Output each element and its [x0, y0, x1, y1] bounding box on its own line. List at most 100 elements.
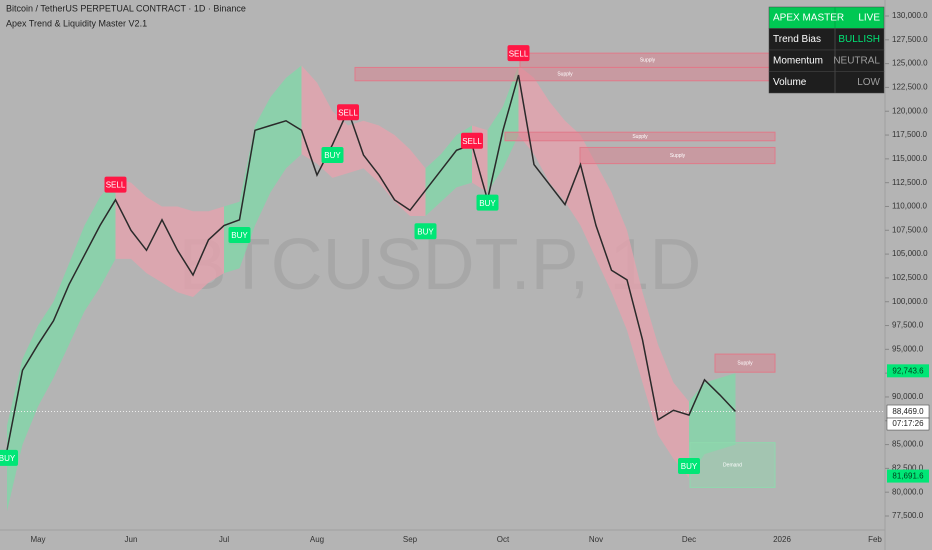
y-tick-label: 107,500.0: [892, 225, 928, 234]
liquidity-zone: [714, 353, 776, 373]
y-tick-label: 85,000.0: [892, 440, 924, 449]
panel-row: [768, 71, 885, 94]
trend-band: [534, 77, 550, 183]
signal-label: [414, 223, 437, 240]
trend-band: [379, 125, 395, 202]
panel-value: LIVE: [858, 13, 880, 24]
y-tick-label: 120,000.0: [892, 106, 928, 115]
y-tick-label: 77,500.0: [892, 511, 924, 520]
trend-band: [565, 120, 581, 226]
trend-band: [363, 120, 379, 183]
liquidity-zone: [689, 442, 776, 488]
trend-band: [410, 149, 426, 216]
trend-band: [208, 206, 224, 283]
signal-text: BUY: [231, 231, 248, 240]
trend-band: [425, 154, 441, 216]
trend-band: [487, 106, 503, 193]
y-tick-label: 80,000.0: [892, 487, 924, 496]
trend-band: [193, 211, 209, 297]
signal-label: [228, 227, 251, 244]
signal-label: [678, 458, 700, 474]
signal-text: SELL: [338, 108, 358, 117]
y-tick-label: 110,000.0: [892, 202, 928, 211]
y-tick-label: 102,500.0: [892, 273, 928, 282]
signal-text: BUY: [0, 454, 16, 463]
panel-value: NEUTRAL: [833, 56, 880, 67]
trend-band: [658, 344, 674, 459]
trend-band: [115, 177, 131, 259]
trend-band: [270, 77, 286, 193]
y-tick-label: 82,500.0: [892, 463, 924, 472]
trend-band: [286, 65, 302, 169]
zone-label: Supply: [737, 360, 753, 366]
panel-key: APEX MASTER: [773, 13, 844, 24]
zone-label: Supply: [640, 58, 656, 64]
panel-value: BULLISH: [838, 34, 880, 45]
trend-band: [627, 230, 643, 383]
signal-label: [476, 194, 499, 211]
countdown-box: [886, 417, 930, 431]
trend-band: [720, 373, 736, 450]
x-tick-label: May: [30, 535, 45, 544]
x-tick-label: Jul: [219, 535, 229, 544]
x-tick-label: Jun: [125, 535, 138, 544]
zone-label: Supply: [557, 71, 573, 77]
price-tag: [887, 469, 929, 483]
y-tick-label: 117,500.0: [892, 130, 928, 139]
trend-band: [131, 182, 147, 274]
trend-band: [348, 120, 364, 174]
signal-text: BUY: [479, 199, 496, 208]
trend-band: [611, 192, 627, 331]
y-tick-label: 105,000.0: [892, 249, 928, 258]
y-tick-label: 97,500.0: [892, 321, 924, 330]
trend-band: [441, 135, 457, 202]
y-tick-label: 122,500.0: [892, 83, 928, 92]
y-tick-label: 115,000.0: [892, 154, 928, 163]
indicator-name: Apex Trend & Liquidity Master V2.1: [6, 18, 147, 28]
zone-label: Supply: [670, 153, 686, 159]
trend-band: [673, 382, 689, 478]
signal-text: SELL: [106, 181, 126, 190]
signal-label: [461, 132, 483, 149]
y-tick-label: 95,000.0: [892, 344, 924, 353]
panel-key: Volume: [773, 77, 807, 88]
panel-key: Trend Bias: [773, 34, 821, 45]
x-tick-label: Feb: [868, 535, 882, 544]
price-tag-label: 81,691.6: [892, 472, 924, 481]
trend-band: [549, 101, 565, 202]
signal-text: SELL: [509, 49, 529, 58]
price-tag-label: 88,469.0: [892, 407, 924, 416]
trend-band: [7, 358, 23, 512]
price-line: [6, 74, 737, 451]
y-tick-label: 125,000.0: [892, 59, 928, 68]
signal-text: BUY: [324, 151, 341, 160]
signal-text: BUY: [417, 227, 434, 236]
trend-band: [162, 206, 178, 293]
signal-label: [321, 147, 344, 164]
liquidity-zone: [504, 131, 776, 142]
countdown: 07:17:26: [892, 419, 924, 428]
x-tick-label: Aug: [310, 535, 324, 544]
trend-band: [146, 196, 162, 283]
signal-label: [104, 176, 127, 193]
panel-key: Momentum: [773, 56, 823, 67]
trend-band: [84, 196, 100, 312]
price-tag: [887, 364, 929, 378]
y-tick-label: 100,000.0: [892, 297, 928, 306]
signal-label: [337, 104, 359, 121]
signal-label: [0, 449, 18, 466]
x-tick-label: Nov: [589, 535, 603, 544]
price-tag-label: 92,743.6: [892, 366, 924, 375]
zone-label: Demand: [723, 462, 742, 468]
liquidity-zone: [579, 146, 776, 165]
trend-band: [394, 135, 410, 216]
x-tick-label: Oct: [497, 535, 510, 544]
zone-label: Supply: [632, 134, 648, 140]
x-tick-label: Dec: [682, 535, 696, 544]
trend-band: [301, 65, 317, 164]
y-tick-label: 90,000.0: [892, 392, 924, 401]
x-tick-label: 2026: [773, 535, 791, 544]
y-tick-label: 130,000.0: [892, 11, 928, 20]
signal-text: SELL: [462, 137, 482, 146]
